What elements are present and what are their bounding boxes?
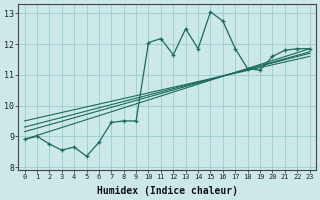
- X-axis label: Humidex (Indice chaleur): Humidex (Indice chaleur): [97, 186, 237, 196]
